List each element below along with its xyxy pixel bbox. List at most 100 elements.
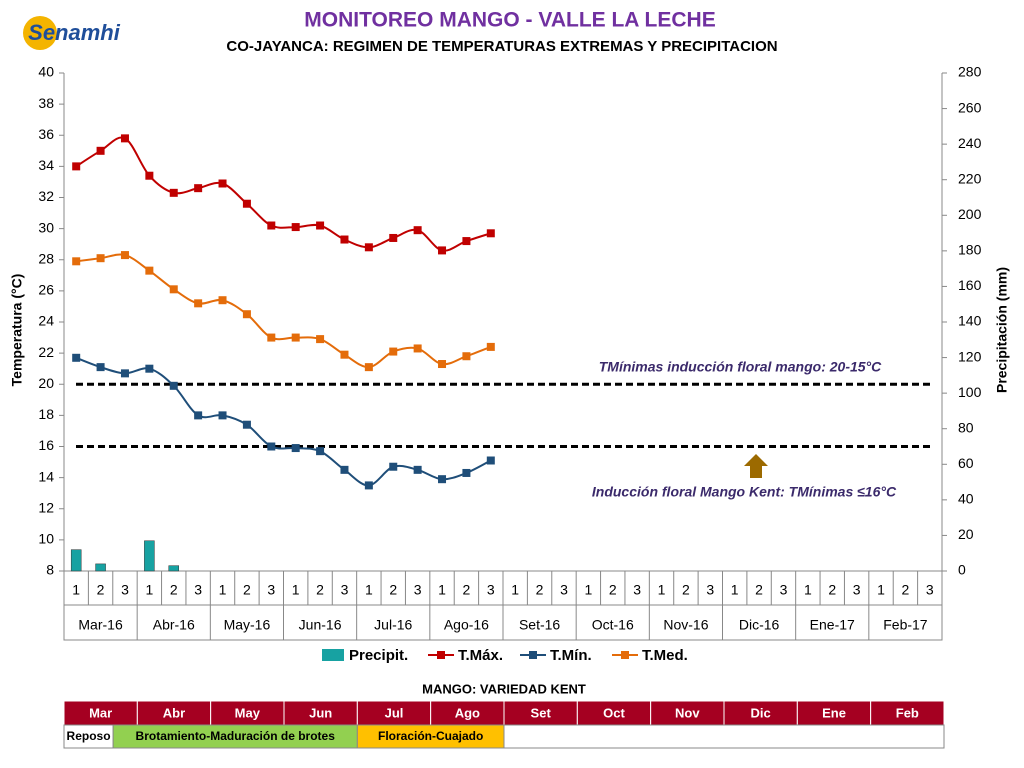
legend-label: Precipit. <box>349 647 408 664</box>
x-tick-label: 3 <box>414 582 422 598</box>
y-tick-label: 30 <box>38 219 54 235</box>
x-tick-label: 3 <box>560 582 568 598</box>
x-tick-label: 3 <box>267 582 275 598</box>
series-marker <box>267 442 276 451</box>
month-label: Ene <box>822 705 846 720</box>
series-marker <box>316 447 325 456</box>
x-tick-label: 2 <box>316 582 324 598</box>
month-label: Abr <box>163 705 185 720</box>
series-marker <box>72 257 81 266</box>
series-marker <box>145 266 154 275</box>
month-cell <box>870 700 945 726</box>
y2-tick-label: 240 <box>958 135 982 151</box>
legend-swatch <box>621 651 629 659</box>
y-tick-label: 26 <box>38 282 54 298</box>
x-tick-label: 2 <box>97 582 105 598</box>
precip-bar <box>70 549 82 572</box>
series-marker <box>486 342 495 351</box>
logo-text: Senamhi <box>28 20 121 45</box>
x-tick-label: 1 <box>804 582 812 598</box>
series-marker <box>267 221 276 230</box>
y2-tick-label: 20 <box>958 526 974 542</box>
month-label: Feb <box>896 705 919 720</box>
series-marker <box>120 251 129 260</box>
x-tick-label: 2 <box>609 582 617 598</box>
y2-tick-label: 60 <box>958 455 974 471</box>
phase-cell <box>356 724 505 749</box>
series-marker <box>486 456 495 465</box>
x-tick-label: 3 <box>487 582 495 598</box>
x-tick-label: 1 <box>511 582 519 598</box>
y-axis-label: Temperatura (°C) <box>9 274 25 387</box>
series-marker <box>169 285 178 294</box>
x-tick-label: 1 <box>365 582 373 598</box>
series-marker <box>462 468 471 477</box>
series-marker <box>291 333 300 342</box>
x-tick-label: 2 <box>755 582 763 598</box>
series-marker <box>120 369 129 378</box>
x-tick-label: 2 <box>682 582 690 598</box>
x-tick-label: 3 <box>926 582 934 598</box>
x-group-label: Set-16 <box>519 617 560 633</box>
series-marker <box>218 296 227 305</box>
series-marker <box>194 299 203 308</box>
series-marker <box>72 353 81 362</box>
x-tick-label: 2 <box>170 582 178 598</box>
y-tick-label: 24 <box>38 313 54 329</box>
x-tick-label: 1 <box>658 582 666 598</box>
series-marker <box>364 481 373 490</box>
x-group-label: Ago-16 <box>444 617 489 633</box>
x-tick-label: 1 <box>219 582 227 598</box>
series-marker <box>96 146 105 155</box>
series-marker <box>72 162 81 171</box>
month-label: Set <box>531 705 552 720</box>
y2-tick-label: 260 <box>958 99 982 115</box>
series-marker <box>413 465 422 474</box>
month-label: Jul <box>385 705 404 720</box>
month-cell <box>356 700 432 726</box>
series-marker <box>462 352 471 361</box>
series-marker <box>316 221 325 230</box>
series-marker <box>438 475 447 484</box>
month-label: May <box>235 705 261 720</box>
x-group-label: Dic-16 <box>739 617 780 633</box>
y-tick-label: 34 <box>38 157 54 173</box>
series-marker <box>145 171 154 180</box>
series-line <box>75 136 492 252</box>
x-tick-label: 1 <box>72 582 80 598</box>
x-tick-label: 2 <box>389 582 397 598</box>
series-marker <box>169 381 178 390</box>
precip-bar <box>95 563 106 572</box>
y2-tick-label: 120 <box>958 348 982 364</box>
series-marker <box>389 462 398 471</box>
y-tick-label: 40 <box>38 64 54 80</box>
arrow <box>744 454 768 478</box>
series-marker <box>291 223 300 232</box>
legend-label: T.Med. <box>642 647 688 664</box>
series-marker <box>462 237 471 246</box>
legend-swatch <box>437 651 445 659</box>
series-marker <box>194 411 203 420</box>
y2-tick-label: 0 <box>958 562 966 578</box>
x-group-label: May-16 <box>224 617 271 633</box>
legend-swatch <box>322 649 344 661</box>
x-tick-label: 2 <box>463 582 471 598</box>
series-line <box>75 356 492 487</box>
x-tick-label: 2 <box>828 582 836 598</box>
series-marker <box>291 444 300 453</box>
precip-bar <box>144 540 155 572</box>
x-tick-label: 3 <box>194 582 202 598</box>
y2-tick-label: 140 <box>958 313 982 329</box>
series-marker <box>316 335 325 344</box>
logo-sun <box>23 16 57 50</box>
y-tick-label: 16 <box>38 437 54 453</box>
y2-tick-label: 220 <box>958 170 982 186</box>
y-tick-label: 12 <box>38 499 54 515</box>
annotation: TMínimas inducción floral mango: 20-15°C <box>599 359 882 375</box>
y-tick-label: 10 <box>38 531 54 547</box>
x-tick-label: 1 <box>877 582 885 598</box>
month-cell <box>796 700 872 726</box>
month-label: Mar <box>89 705 112 720</box>
series-marker <box>389 233 398 242</box>
